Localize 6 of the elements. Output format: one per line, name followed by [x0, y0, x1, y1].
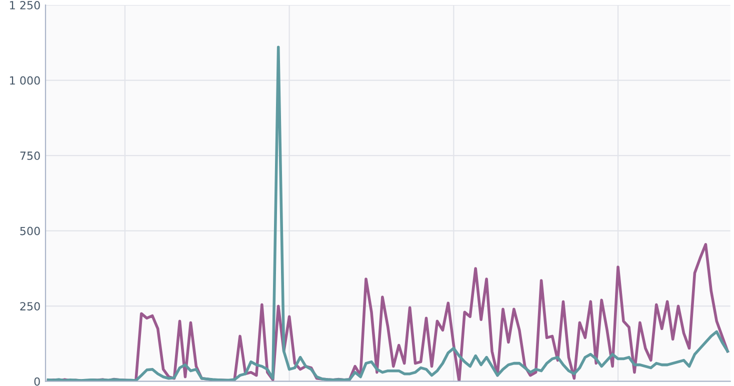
y-tick-label: 250	[20, 302, 40, 310]
y-tick-label: 1 000	[10, 76, 40, 85]
y-tick-label: 750	[20, 152, 40, 160]
y-tick-label: 500	[20, 226, 40, 236]
y-tick-label: 1 250	[10, 0, 40, 10]
y-tick-label: 0	[34, 377, 40, 386]
